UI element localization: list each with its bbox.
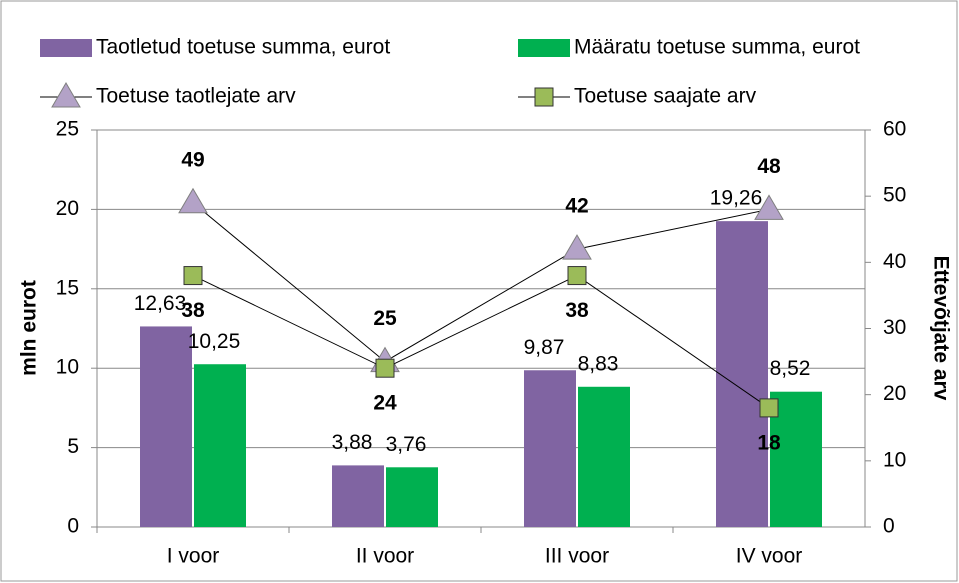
- bar-value-label: 10,25: [188, 330, 241, 353]
- y-tick-label: 20: [56, 197, 79, 220]
- y2-tick-label: 10: [883, 448, 906, 471]
- legend-label: Toetuse saajate arv: [574, 85, 757, 108]
- bar: [386, 467, 438, 527]
- y2-axis-title: Ettevõtjate arv: [929, 256, 952, 401]
- line-value-label: 38: [565, 299, 589, 322]
- legend-swatch: [40, 39, 92, 57]
- line-marker: [562, 234, 592, 260]
- bar: [770, 391, 822, 527]
- x-tick-label: II voor: [356, 545, 414, 568]
- y-tick-label: 5: [67, 435, 79, 458]
- line-marker: [178, 187, 208, 214]
- y2-tick-label: 30: [883, 316, 906, 339]
- y2-tick-label: 20: [883, 382, 906, 405]
- bar-value-label: 19,26: [710, 187, 763, 210]
- y2-tick-label: 60: [883, 118, 906, 141]
- line-marker: [759, 398, 779, 418]
- bar: [578, 386, 630, 527]
- x-tick-label: III voor: [545, 545, 609, 568]
- line-marker: [754, 194, 784, 220]
- line-value-label: 25: [373, 307, 397, 330]
- legend-swatch: [518, 39, 570, 57]
- y-tick-label: 0: [67, 515, 79, 538]
- bar-value-label: 8,52: [770, 357, 811, 380]
- bar: [716, 221, 768, 528]
- x-tick-label: IV voor: [736, 545, 803, 568]
- y-tick-label: 25: [56, 118, 79, 141]
- y-tick-label: 15: [56, 276, 79, 299]
- y2-tick-label: 0: [883, 515, 895, 538]
- line-marker: [375, 358, 395, 378]
- line-marker: [183, 266, 203, 286]
- bar: [524, 370, 576, 527]
- line-value-label: 48: [757, 155, 781, 178]
- legend-label: Toetuse taotlejate arv: [96, 85, 296, 108]
- y2-tick-label: 40: [883, 250, 906, 273]
- bar-value-label: 12,63: [134, 292, 187, 315]
- y2-tick-label: 50: [883, 184, 906, 207]
- line: [192, 274, 770, 409]
- bar-value-label: 9,87: [524, 336, 565, 359]
- y-axis-title: mln eurot: [18, 280, 41, 376]
- bar: [194, 364, 246, 527]
- bar: [332, 465, 384, 527]
- bar: [140, 326, 192, 527]
- legend-label: Määratu toetuse summa, eurot: [574, 36, 860, 59]
- bar-value-label: 3,88: [332, 431, 373, 454]
- legend-marker: [534, 87, 554, 107]
- y-tick-label: 10: [56, 356, 79, 379]
- line-value-label: 24: [373, 392, 397, 415]
- bar-value-label: 3,76: [386, 433, 427, 456]
- bar-value-label: 8,83: [578, 352, 619, 375]
- x-tick-label: I voor: [167, 545, 220, 568]
- legend-label: Taotletud toetuse summa, eurot: [96, 36, 390, 59]
- line-value-label: 18: [757, 431, 781, 454]
- line-value-label: 38: [181, 299, 205, 322]
- legend-marker: [51, 82, 81, 108]
- line-marker: [567, 266, 587, 286]
- line-value-label: 49: [181, 148, 204, 171]
- line-value-label: 42: [565, 195, 588, 218]
- line: [192, 202, 770, 363]
